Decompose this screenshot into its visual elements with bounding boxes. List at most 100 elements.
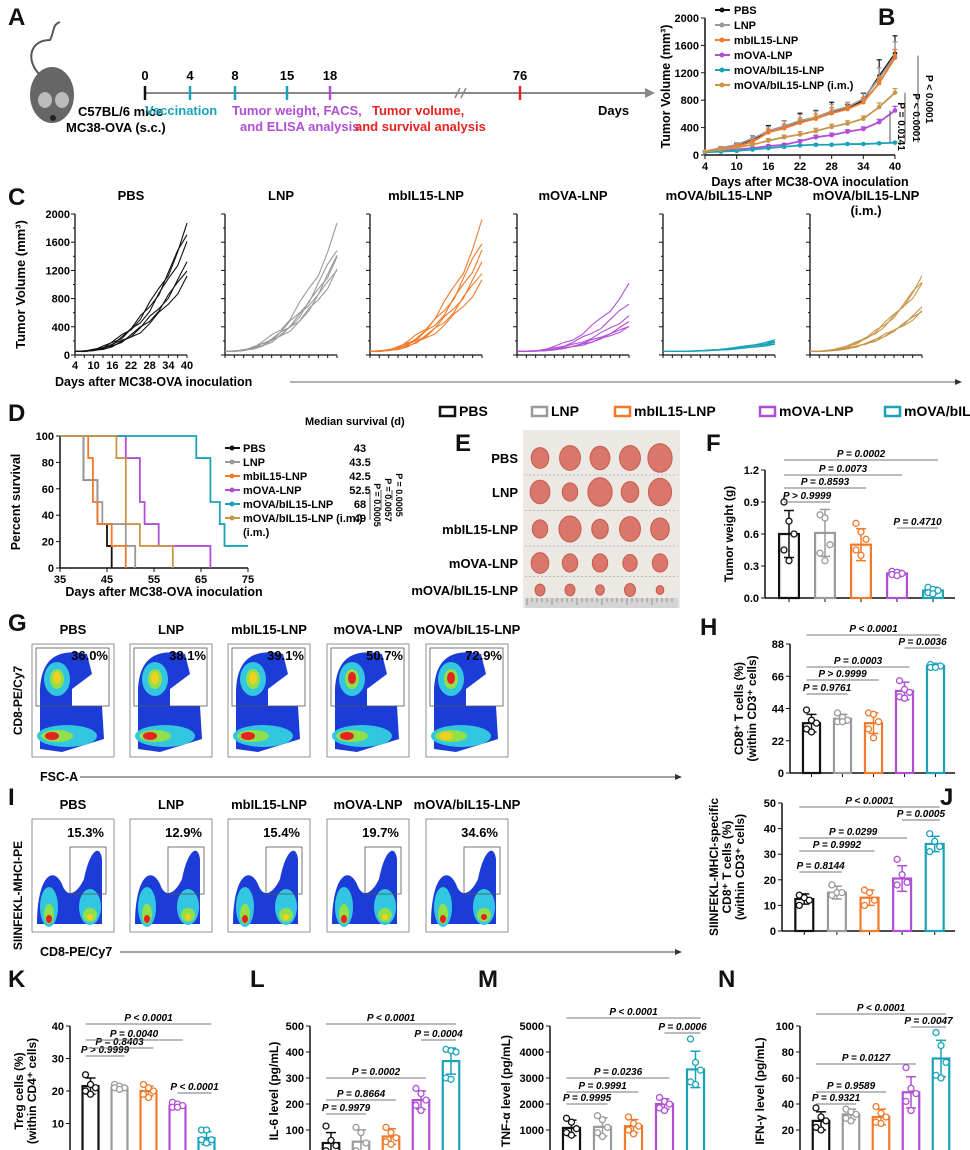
median-survival-value: 49 [354, 513, 366, 525]
p-value-label: P < 0.0001 [857, 1003, 906, 1014]
y-axis-label: IFN-γ level (pg/mL) [753, 1037, 767, 1144]
y-tick-label: 40 [52, 1021, 64, 1033]
timeline-tick-label: 76 [513, 68, 527, 83]
tumor-row-label: PBS [491, 451, 518, 466]
legend-marker [719, 22, 725, 28]
data-point [857, 551, 865, 559]
data-point [797, 139, 803, 144]
data-point [833, 709, 842, 717]
data-point [655, 1093, 664, 1102]
survival-curve-mbIL15 [60, 435, 127, 568]
y-tick-label: 80 [42, 457, 54, 469]
days-label: Days [598, 103, 629, 118]
flow-plot-title: LNP [158, 797, 184, 812]
data-point [829, 110, 834, 116]
data-point [86, 1080, 95, 1089]
tumor-specimen [529, 479, 551, 505]
panel-label-f: F [706, 430, 721, 457]
gate-percentage: 15.3% [67, 825, 104, 840]
legend-swatch [438, 405, 457, 418]
mouse-growth-line [809, 310, 923, 353]
mouse-growth-line [809, 275, 923, 353]
tumor-specimen [651, 553, 669, 573]
gate [330, 647, 405, 707]
flow-x-axis-label: CD8-PE/Cy7 [40, 945, 112, 959]
p-value-label: P = 0.9589 [827, 1081, 876, 1092]
p-value-label: P = 0.0236 [594, 1067, 643, 1078]
y-tick-label: 1600 [46, 237, 70, 249]
legend-label: PBS [734, 5, 757, 17]
timeline-tick-label: 0 [141, 68, 148, 83]
density-plot [233, 850, 298, 927]
flow-g-cd8: PBS 36.0% LNP 38.1% mbIL15-LNP 39.1% mOVA-LNP 5… [11, 622, 682, 784]
x-tick-label: 40 [889, 161, 901, 173]
y-tick-label: 0 [778, 768, 784, 780]
y-tick-label: 50 [764, 798, 776, 810]
legend-label: mOVA/bIL15-LNP [904, 403, 970, 419]
median-survival-value: 42.5 [349, 471, 370, 483]
y-tick-label: 10 [52, 1119, 64, 1131]
data-point [877, 1119, 885, 1128]
tumor-specimen [591, 518, 609, 540]
data-point [813, 142, 819, 148]
p-value-label: P < 0.0001 [367, 1013, 416, 1024]
y-tick-label: 40 [764, 824, 776, 836]
data-point [797, 120, 803, 126]
data-point [902, 1097, 910, 1106]
panel-label-c: C [8, 184, 26, 211]
data-point [869, 710, 878, 719]
survival-curve-mOVAbIL15im [60, 435, 174, 568]
data-point [144, 1093, 153, 1102]
mouse-growth-line [516, 325, 630, 353]
data-point [785, 557, 793, 565]
tumor-specimen [558, 515, 582, 543]
flow-y-axis-label: CD8-PE/Cy7 [11, 665, 25, 735]
data-point [876, 141, 882, 146]
y-tick-label: 400 [286, 1047, 304, 1059]
data-point [807, 728, 816, 736]
chart-j-tetramer: 0 10 20 30 40 50 P = 0.8144 P = 0.9992 P = 0.029… [707, 796, 955, 938]
tumor-specimen [530, 552, 550, 574]
ruler [525, 598, 678, 608]
timeline-tick-label: 8 [231, 68, 238, 83]
y-tick-label: 22 [772, 736, 784, 748]
mouse-growth-line [369, 273, 483, 353]
data-point [877, 1109, 885, 1117]
tumor-specimen [564, 583, 576, 597]
data-point [357, 1128, 365, 1137]
legend-marker [229, 473, 235, 479]
data-point [382, 1123, 390, 1132]
p-value-label: P = 0.0002 [352, 1067, 401, 1078]
y-tick-label: 0.6 [744, 529, 759, 541]
mouse-growth-line [809, 311, 923, 353]
legend-label: mOVA-LNP [243, 485, 301, 497]
data-point [750, 147, 755, 152]
gate [69, 846, 107, 895]
p-value-label: P = 0.0047 [904, 1016, 953, 1027]
data-point [926, 830, 934, 838]
panel-label-a: A [8, 4, 26, 31]
mouse-growth-line [662, 343, 776, 353]
data-point [387, 1128, 395, 1137]
data-point [417, 1106, 425, 1115]
tumor-specimen [530, 447, 550, 469]
data-point [149, 1087, 158, 1095]
tumor-specimen [655, 584, 665, 596]
legend-label: LNP [243, 457, 265, 469]
p-value-label: P < 0.0001 [910, 93, 921, 142]
y-tick-label: 60 [42, 484, 54, 496]
data-point [362, 1139, 370, 1147]
y-axis-label: Percent survival [9, 454, 23, 551]
data-point [634, 1122, 643, 1130]
data-point [327, 1136, 335, 1145]
data-point [81, 1071, 90, 1079]
p-value-label: P = 0.8593 [801, 477, 850, 488]
data-point [629, 1130, 638, 1138]
data-point [861, 99, 866, 105]
data-point [790, 530, 798, 538]
data-point [603, 1123, 612, 1132]
group-legend: PBS LNP mbIL15-LNP mOVA-LNP mOVA/bIL15-LNP [438, 403, 970, 419]
data-point [828, 891, 836, 899]
data-point [766, 138, 771, 143]
